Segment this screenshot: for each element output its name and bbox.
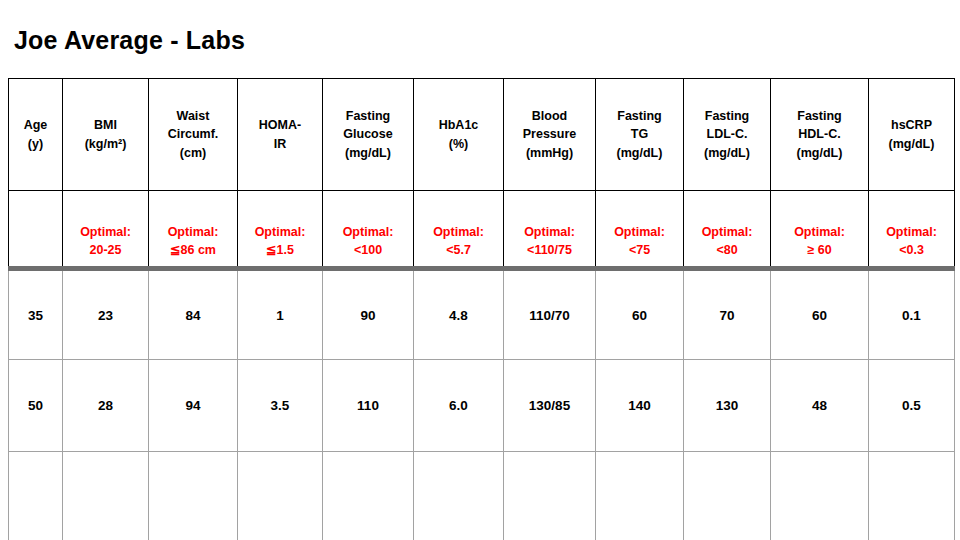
data-row-empty	[9, 452, 955, 540]
data-cell	[596, 452, 684, 540]
data-cell: 48	[771, 360, 869, 452]
header-fasting-tg: Fasting TG (mg/dL)	[596, 79, 684, 191]
header-fasting-ldl: Fasting LDL-C. (mg/dL)	[684, 79, 771, 191]
header-fasting-glucose: Fasting Glucose (mg/dL)	[323, 79, 414, 191]
data-cell: 50	[9, 360, 63, 452]
data-cell	[323, 452, 414, 540]
header-blood-pressure: Blood Pressure (mmHg)	[504, 79, 596, 191]
data-cell	[684, 452, 771, 540]
page-title: Joe Average - Labs	[14, 26, 245, 55]
header-hba1c: HbA1c (%)	[414, 79, 504, 191]
data-cell: 130/85	[504, 360, 596, 452]
data-cell: 60	[596, 269, 684, 360]
data-cell: 23	[63, 269, 149, 360]
data-cell: 110/70	[504, 269, 596, 360]
data-cell: 0.1	[869, 269, 955, 360]
header-homa-ir: HOMA- IR	[238, 79, 323, 191]
header-fasting-hdl: Fasting HDL-C. (mg/dL)	[771, 79, 869, 191]
data-cell: 3.5	[238, 360, 323, 452]
data-cell: 4.8	[414, 269, 504, 360]
data-cell: 6.0	[414, 360, 504, 452]
header-hscrp: hsCRP (mg/dL)	[869, 79, 955, 191]
data-cell	[771, 452, 869, 540]
optimal-range-row: Optimal: 20-25 Optimal: ≦86 cm Optimal: …	[9, 191, 955, 269]
optimal-age	[9, 191, 63, 269]
optimal-hscrp: Optimal: <0.3	[869, 191, 955, 269]
optimal-fasting-hdl: Optimal: ≥ 60	[771, 191, 869, 269]
data-cell: 1	[238, 269, 323, 360]
labs-table: Age (y) BMI (kg/m²) Waist Circumf. (cm) …	[8, 78, 955, 540]
data-cell	[63, 452, 149, 540]
data-cell: 90	[323, 269, 414, 360]
data-row-age-50: 50 28 94 3.5 110 6.0 130/85 140 130 48 0…	[9, 360, 955, 452]
optimal-waist-circumference: Optimal: ≦86 cm	[149, 191, 238, 269]
data-cell: 140	[596, 360, 684, 452]
optimal-hba1c: Optimal: <5.7	[414, 191, 504, 269]
header-bmi: BMI (kg/m²)	[63, 79, 149, 191]
data-cell: 84	[149, 269, 238, 360]
data-row-age-35: 35 23 84 1 90 4.8 110/70 60 70 60 0.1	[9, 269, 955, 360]
data-cell: 0.5	[869, 360, 955, 452]
data-cell: 28	[63, 360, 149, 452]
data-cell: 110	[323, 360, 414, 452]
data-cell	[869, 452, 955, 540]
optimal-fasting-glucose: Optimal: <100	[323, 191, 414, 269]
data-cell	[414, 452, 504, 540]
optimal-blood-pressure: Optimal: <110/75	[504, 191, 596, 269]
slide-canvas: Joe Average - Labs Age (y) BMI (kg/m²) W…	[0, 0, 960, 540]
data-cell: 130	[684, 360, 771, 452]
data-cell	[504, 452, 596, 540]
optimal-homa-ir: Optimal: ≦1.5	[238, 191, 323, 269]
data-cell	[9, 452, 63, 540]
data-cell: 70	[684, 269, 771, 360]
data-cell: 35	[9, 269, 63, 360]
header-row: Age (y) BMI (kg/m²) Waist Circumf. (cm) …	[9, 79, 955, 191]
header-age: Age (y)	[9, 79, 63, 191]
data-cell	[149, 452, 238, 540]
optimal-bmi: Optimal: 20-25	[63, 191, 149, 269]
optimal-fasting-tg: Optimal: <75	[596, 191, 684, 269]
data-cell: 94	[149, 360, 238, 452]
header-waist-circumference: Waist Circumf. (cm)	[149, 79, 238, 191]
optimal-fasting-ldl: Optimal: <80	[684, 191, 771, 269]
data-cell	[238, 452, 323, 540]
data-cell: 60	[771, 269, 869, 360]
